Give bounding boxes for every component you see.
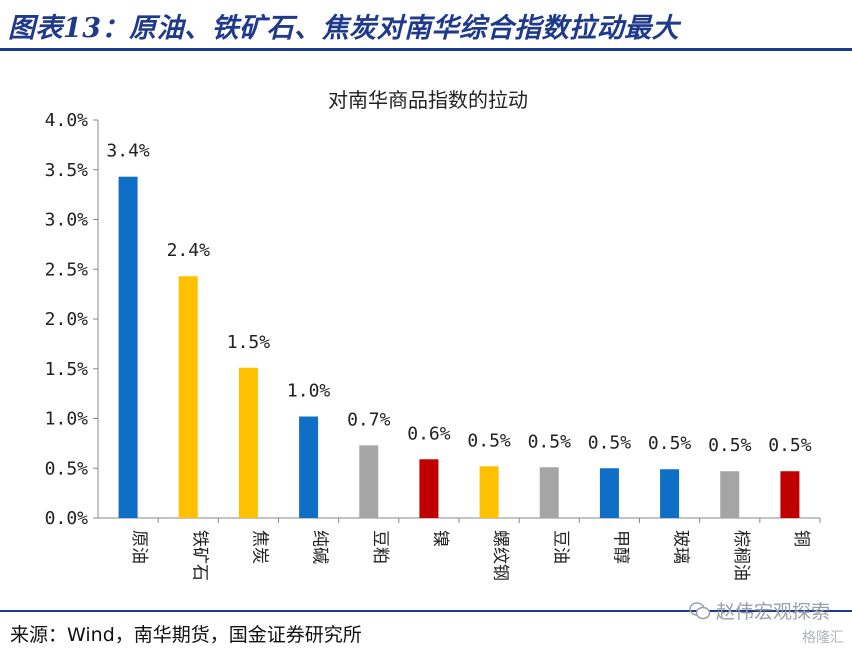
bar bbox=[178, 276, 198, 518]
category-label-group: 棕榈油 bbox=[731, 530, 751, 581]
category-label-group: 原油 bbox=[129, 530, 149, 564]
category-label-group: 螺纹钢 bbox=[490, 530, 510, 581]
y-axis-ticks: 0.0% 0.5% 1.0% 1.5% 2.0% 2.5% 3.0% 3.5% 4.0% bbox=[45, 110, 98, 529]
category-label-group: 铜 bbox=[791, 530, 811, 547]
category-label-group: 焦炭 bbox=[249, 530, 269, 564]
y-tick-label: 3.5% bbox=[45, 160, 89, 181]
y-tick-label: 0.0% bbox=[45, 508, 89, 529]
category-label-group: 甲醇 bbox=[610, 530, 630, 564]
bar-series bbox=[118, 176, 800, 518]
y-tick-label: 1.0% bbox=[45, 409, 89, 430]
bar bbox=[599, 468, 619, 518]
data-label: 0.6% bbox=[407, 423, 451, 444]
data-label: 0.5% bbox=[588, 432, 632, 453]
bar bbox=[359, 445, 379, 518]
bar bbox=[720, 471, 740, 518]
data-label: 3.4% bbox=[106, 141, 150, 162]
data-label: 0.7% bbox=[347, 409, 391, 430]
y-tick-label: 2.5% bbox=[45, 259, 89, 280]
bar bbox=[238, 367, 258, 518]
category-label-group: 豆粕 bbox=[370, 530, 390, 564]
data-label: 0.5% bbox=[768, 435, 812, 456]
bar-chart: 对南华商品指数的拉动 0.0% 0.5% 1.0% 1.5% 2.0% 2.5% 3.0% 3… bbox=[45, 88, 821, 581]
category-label: 原油 bbox=[129, 530, 149, 564]
data-label: 0.5% bbox=[708, 435, 752, 456]
chart-axes bbox=[97, 120, 820, 519]
category-label: 焦炭 bbox=[249, 530, 269, 564]
category-label: 玻璃 bbox=[671, 530, 691, 564]
category-label-group: 纯碱 bbox=[310, 530, 330, 564]
category-label-group: 豆油 bbox=[550, 530, 570, 564]
bar bbox=[780, 471, 800, 518]
data-label: 0.5% bbox=[467, 430, 511, 451]
data-label: 2.4% bbox=[167, 240, 211, 261]
data-label: 0.5% bbox=[528, 431, 572, 452]
source-note: 来源：Wind，南华期货，国金证券研究所 bbox=[10, 624, 362, 646]
category-label: 铁矿石 bbox=[189, 530, 209, 581]
data-label: 0.5% bbox=[648, 433, 692, 454]
category-label-group: 镍 bbox=[430, 530, 450, 547]
figure-title: 图表13：原油、铁矿石、焦炭对南华综合指数拉动最大 bbox=[8, 13, 680, 44]
category-label: 镍 bbox=[430, 530, 450, 547]
watermark-sub: 格隆汇 bbox=[802, 630, 844, 646]
bar bbox=[419, 459, 439, 518]
data-label: 1.0% bbox=[287, 381, 331, 402]
watermark-text: 赵伟宏观探索 bbox=[715, 601, 830, 623]
bar bbox=[118, 176, 138, 518]
bar bbox=[299, 416, 319, 518]
category-label: 螺纹钢 bbox=[490, 530, 510, 581]
category-label: 纯碱 bbox=[310, 530, 330, 564]
title-divider bbox=[0, 48, 852, 51]
category-label: 棕榈油 bbox=[731, 530, 751, 581]
category-label: 铜 bbox=[791, 530, 811, 547]
category-label-group: 玻璃 bbox=[671, 530, 691, 564]
wechat-icon bbox=[689, 601, 711, 619]
watermark: 赵伟宏观探索 bbox=[689, 597, 830, 624]
y-tick-label: 1.5% bbox=[45, 359, 89, 380]
footer-divider bbox=[0, 610, 852, 612]
bar bbox=[479, 466, 499, 518]
y-tick-label: 3.0% bbox=[45, 210, 89, 231]
y-tick-label: 2.0% bbox=[45, 309, 89, 330]
bar bbox=[660, 469, 680, 518]
data-labels: 3.4% 2.4% 1.5% 1.0% 0.7% 0.6% 0.5% 0.5% 0.5% 0.5%… bbox=[106, 141, 811, 457]
x-axis-categories: 原油 铁矿石 焦炭 纯碱 豆粕 镍 螺纹钢 豆油 甲醇 玻璃 棕榈油 铜 bbox=[129, 518, 821, 581]
category-label: 甲醇 bbox=[610, 530, 630, 564]
y-tick-label: 0.5% bbox=[45, 458, 89, 479]
category-label-group: 铁矿石 bbox=[189, 530, 209, 581]
category-label: 豆油 bbox=[550, 530, 570, 564]
chart-title: 对南华商品指数的拉动 bbox=[328, 88, 528, 112]
data-label: 1.5% bbox=[227, 332, 271, 353]
y-tick-label: 4.0% bbox=[45, 110, 89, 131]
bar bbox=[539, 467, 559, 518]
category-label: 豆粕 bbox=[370, 530, 390, 564]
